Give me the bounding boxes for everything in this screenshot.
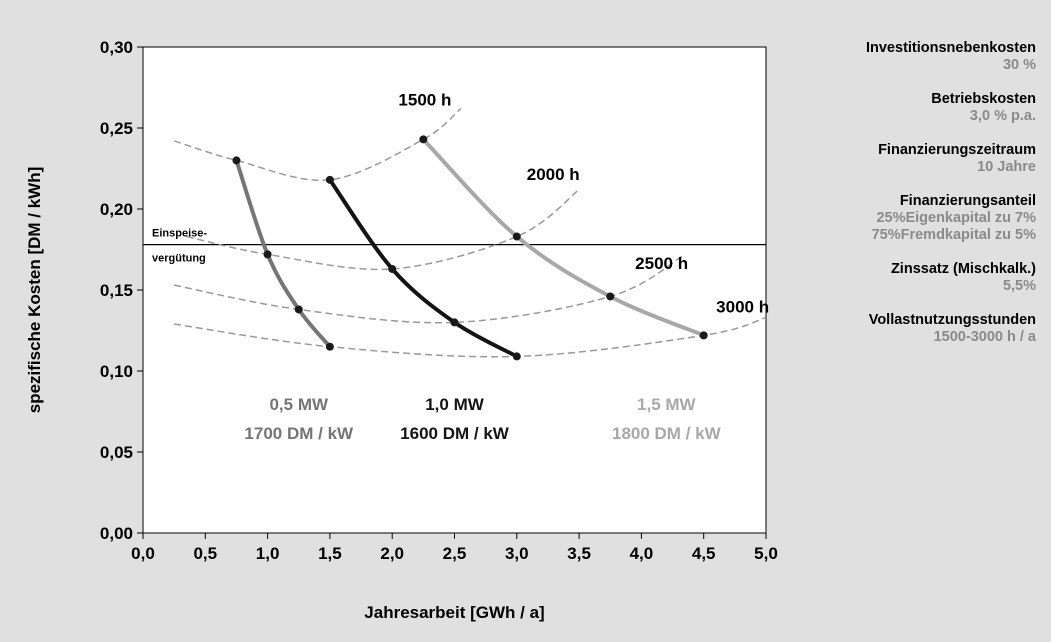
param-finanzierungszeitraum: Finanzierungszeitraum 10 Jahre — [770, 142, 1036, 176]
series-name-line1: 0,5 MW — [269, 395, 329, 414]
x-tick-label: 3,5 — [567, 544, 591, 563]
param-value: 1500-3000 h / a — [933, 329, 1036, 345]
iso-hours-curve-1 — [186, 188, 580, 271]
y-tick-label: 0,00 — [100, 524, 133, 543]
param-zinssatz: Zinssatz (Mischkalk.) 5,5% — [770, 261, 1036, 295]
param-value: 30 % — [1002, 57, 1036, 73]
param-value: 10 Jahre — [977, 159, 1036, 175]
x-tick-label: 0,0 — [131, 544, 155, 563]
y-tick-label: 0,15 — [100, 281, 133, 300]
param-investitionsnebenkosten: Investitionsnebenkosten 30 % — [770, 40, 1036, 74]
x-tick-label: 5,0 — [754, 544, 778, 563]
reference-label-line2: vergütung — [152, 253, 206, 265]
x-tick-label: 3,0 — [505, 544, 529, 563]
param-value: 3,0 % p.a. — [969, 108, 1036, 124]
x-tick-label: 2,5 — [443, 544, 467, 563]
param-vollastnutzungsstunden: Vollastnutzungsstunden 1500-3000 h / a — [770, 312, 1036, 346]
data-point — [606, 292, 615, 301]
parameter-panel: Investitionsnebenkosten 30 % Betriebskos… — [770, 40, 1036, 363]
data-point — [232, 156, 241, 165]
param-label: Finanzierungsanteil — [899, 193, 1036, 209]
iso-hours-label: 1500 h — [398, 90, 451, 109]
data-point — [512, 352, 521, 361]
y-axis-label: spezifische Kosten [DM / kWh] — [25, 167, 44, 414]
x-axis-label: Jahresarbeit [GWh / a] — [364, 603, 544, 622]
series-name-line1: 1,0 MW — [425, 395, 485, 414]
x-tick-label: 4,0 — [630, 544, 654, 563]
reference-label-line1: Einspeise- — [152, 228, 207, 240]
series-name-line1: 1,5 MW — [637, 395, 697, 414]
y-tick-label: 0,05 — [100, 443, 133, 462]
y-tick-label: 0,10 — [100, 362, 133, 381]
data-point — [263, 250, 272, 259]
x-tick-label: 1,0 — [256, 544, 280, 563]
y-tick-label: 0,30 — [100, 38, 133, 57]
x-tick-label: 0,5 — [193, 544, 217, 563]
series-name-line2: 1600 DM / kW — [400, 424, 510, 443]
param-label: Betriebskosten — [931, 91, 1036, 107]
series-name-line2: 1800 DM / kW — [612, 424, 722, 443]
iso-hours-label: 2500 h — [635, 254, 688, 273]
series-line-1 — [327, 177, 519, 359]
data-point — [388, 264, 397, 273]
series-name-line2: 1700 DM / kW — [244, 424, 354, 443]
data-point — [512, 232, 521, 241]
y-tick-label: 0,20 — [100, 200, 133, 219]
data-point — [419, 135, 428, 144]
series-line-2 — [421, 137, 706, 338]
param-value: 25%Eigenkapital zu 7% 75%Fremdkapital zu… — [871, 210, 1036, 243]
series-line-0 — [234, 158, 332, 349]
param-finanzierungsanteil: Finanzierungsanteil 25%Eigenkapital zu 7… — [770, 193, 1036, 244]
data-point — [325, 175, 334, 184]
y-tick-label: 0,25 — [100, 119, 133, 138]
plot-area — [142, 46, 767, 534]
x-tick-label: 2,0 — [380, 544, 404, 563]
iso-hours-curve-2 — [174, 253, 686, 324]
iso-hours-label: 3000 h — [716, 298, 769, 317]
data-point — [450, 318, 459, 327]
data-point — [325, 342, 334, 351]
data-point — [699, 331, 708, 340]
iso-hours-curve-3 — [174, 316, 767, 358]
param-label: Vollastnutzungsstunden — [868, 312, 1036, 328]
x-tick-label: 4,5 — [692, 544, 716, 563]
param-label: Finanzierungszeitraum — [878, 142, 1036, 158]
param-label: Investitionsnebenkosten — [865, 40, 1036, 56]
data-point — [294, 305, 303, 314]
iso-hours-curve-0 — [173, 107, 462, 182]
param-label: Zinssatz (Mischkalk.) — [890, 261, 1036, 277]
param-value: 5,5% — [1002, 278, 1036, 294]
x-tick-label: 1,5 — [318, 544, 342, 563]
param-betriebskosten: Betriebskosten 3,0 % p.a. — [770, 91, 1036, 125]
iso-hours-label: 2000 h — [527, 165, 580, 184]
